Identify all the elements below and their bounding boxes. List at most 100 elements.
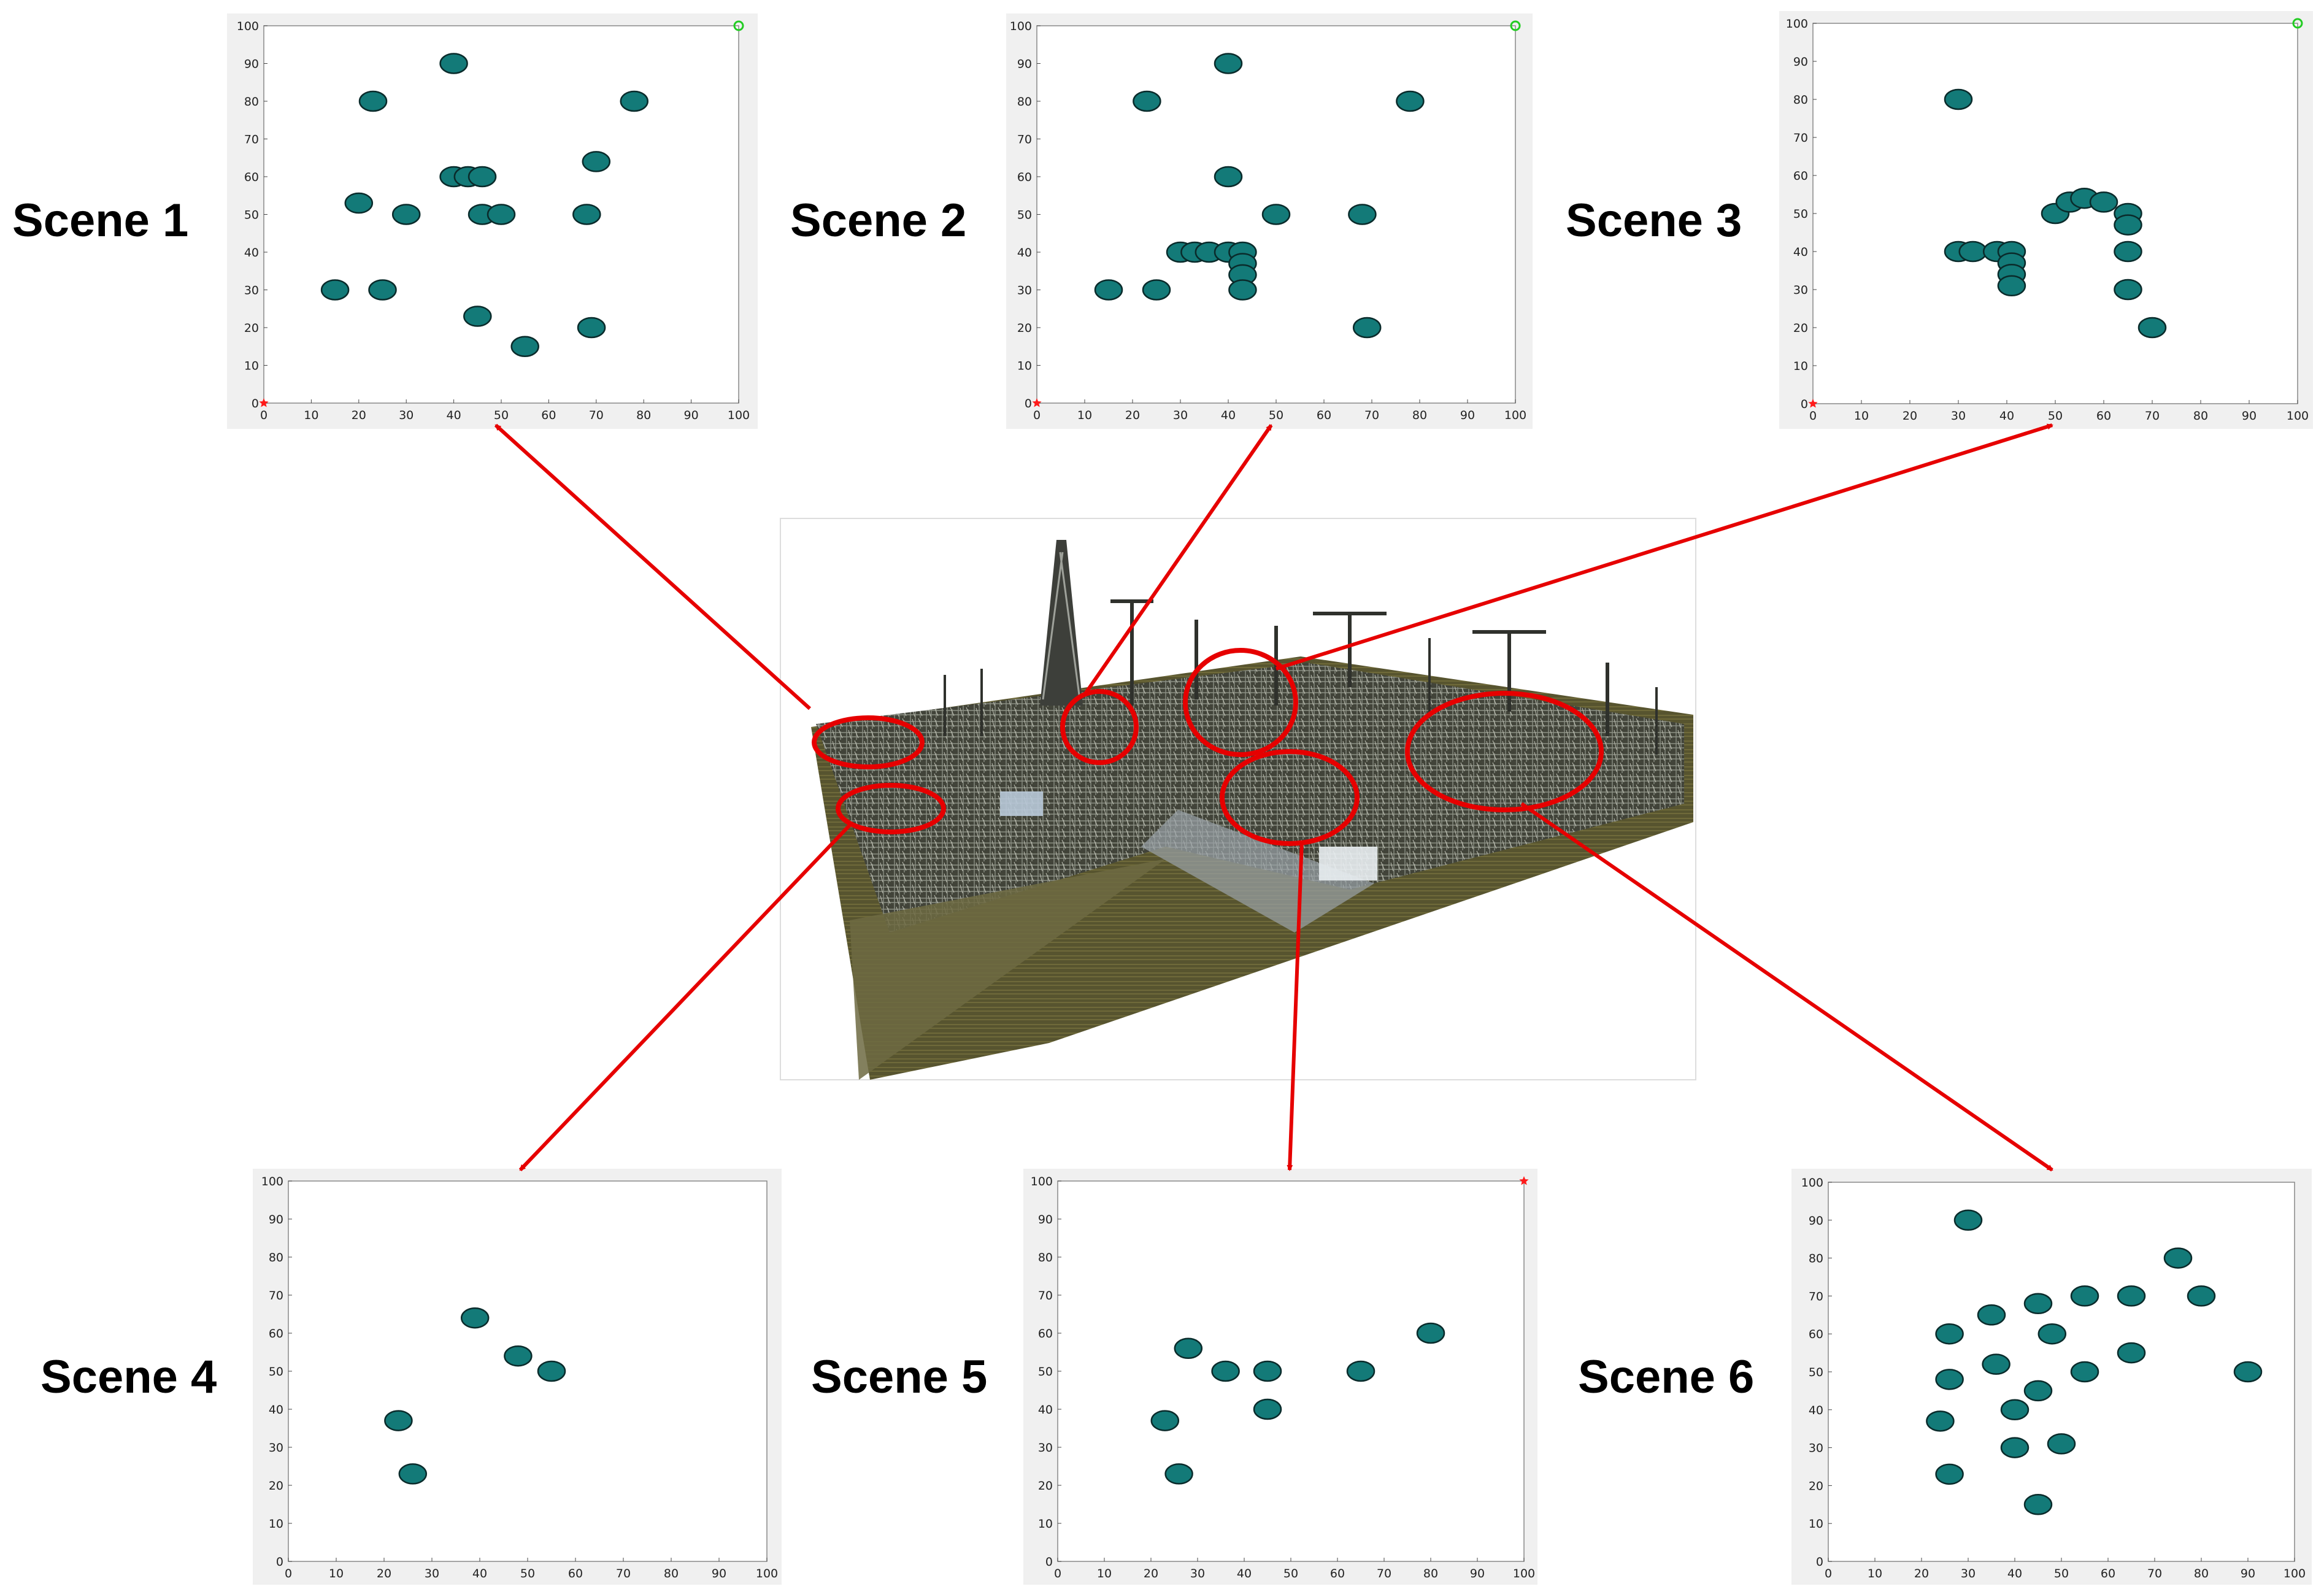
obstacle-point (1416, 1322, 1445, 1344)
x-tick-label: 80 (2194, 1567, 2209, 1580)
y-tick-label: 50 (269, 1365, 283, 1379)
obstacle-point (1228, 279, 1257, 301)
region-ellipse-scene-5 (1220, 749, 1360, 846)
region-ellipse-scene-4 (836, 783, 946, 834)
obstacle-point (2070, 1361, 2099, 1383)
red-star-icon (1032, 398, 1042, 407)
x-tick-label: 100 (2284, 1567, 2306, 1580)
y-tick-label: 20 (1809, 1479, 1823, 1493)
y-tick-label: 20 (1793, 321, 1808, 335)
obstacle-point (1253, 1360, 1282, 1382)
obstacle-point (537, 1360, 566, 1382)
scene-3-label: Scene 3 (1566, 194, 1742, 247)
x-tick-label: 100 (1504, 409, 1526, 422)
x-tick-label: 60 (568, 1567, 583, 1580)
obstacle-point (1396, 90, 1425, 112)
x-tick-label: 70 (589, 409, 604, 422)
region-ellipse-scene-1 (812, 715, 925, 769)
y-tick-label: 30 (1017, 284, 1032, 298)
obstacle-point (1997, 275, 2026, 297)
obstacle-point (2089, 191, 2118, 213)
obstacle-point (2187, 1285, 2216, 1307)
x-tick-label: 10 (1097, 1567, 1112, 1580)
y-tick-label: 30 (1809, 1442, 1823, 1455)
obstacle-point (2117, 1285, 2146, 1307)
scene-2-label: Scene 2 (790, 194, 966, 247)
x-tick-label: 100 (2287, 409, 2309, 423)
x-tick-label: 30 (1951, 409, 1966, 423)
x-tick-label: 50 (2048, 409, 2063, 423)
obstacle-point (2137, 317, 2167, 339)
obstacle-point (384, 1410, 413, 1431)
obstacle-point (510, 336, 539, 357)
x-tick-label: 80 (2193, 409, 2208, 423)
x-tick-label: 70 (616, 1567, 631, 1580)
x-tick-label: 40 (1221, 409, 1236, 422)
x-tick-label: 60 (1317, 409, 1331, 422)
y-tick-label: 40 (1793, 245, 1808, 259)
x-tick-label: 90 (1460, 409, 1475, 422)
obstacle-point (620, 90, 648, 112)
y-tick-label: 90 (1809, 1214, 1823, 1228)
x-tick-label: 40 (1999, 409, 2014, 423)
obstacle-point (2233, 1361, 2263, 1383)
y-tick-label: 60 (244, 171, 259, 184)
obstacle-point (1982, 1353, 2010, 1375)
y-tick-label: 80 (269, 1251, 283, 1264)
x-tick-label: 20 (352, 409, 366, 422)
y-tick-label: 0 (1045, 1555, 1053, 1569)
y-tick-label: 90 (269, 1213, 283, 1226)
y-tick-label: 10 (1038, 1517, 1053, 1531)
y-tick-label: 40 (1017, 246, 1032, 260)
obstacle-point (2000, 1437, 2030, 1458)
x-tick-label: 20 (1914, 1567, 1929, 1580)
y-tick-label: 70 (1809, 1290, 1823, 1303)
y-tick-label: 80 (244, 95, 259, 109)
obstacle-point (2114, 240, 2142, 263)
x-tick-label: 100 (1513, 1567, 1535, 1580)
obstacle-point (358, 90, 388, 112)
y-tick-label: 70 (1017, 133, 1032, 147)
green-circle-icon (1510, 20, 1521, 31)
substation-point-cloud-image (780, 518, 1696, 1080)
x-tick-label: 30 (1190, 1567, 1205, 1580)
obstacle-point (1214, 53, 1243, 74)
y-tick-label: 40 (1038, 1403, 1053, 1417)
x-tick-label: 90 (2242, 409, 2257, 423)
y-tick-label: 70 (1793, 131, 1808, 145)
y-tick-label: 50 (1793, 207, 1808, 221)
y-tick-label: 100 (1801, 1176, 1823, 1190)
x-tick-label: 0 (1033, 409, 1041, 422)
x-tick-label: 80 (636, 409, 651, 422)
scene-1-scatter-panel: 0 10 20 30 40 50 60 70 80 90 100 0 10 20 30 40 50 60 70 80 9… (227, 13, 758, 429)
obstacle-point (2023, 1380, 2053, 1402)
obstacle-point (504, 1345, 533, 1367)
obstacle-point (398, 1463, 428, 1485)
y-tick-label: 70 (269, 1289, 283, 1302)
obstacle-point (1935, 1463, 1964, 1485)
obstacle-point (460, 1307, 490, 1329)
obstacle-point (2114, 214, 2142, 236)
x-tick-label: 30 (1961, 1567, 1976, 1580)
y-tick-label: 30 (269, 1441, 283, 1455)
obstacle-point (1133, 90, 1161, 112)
x-tick-label: 80 (1423, 1567, 1438, 1580)
scene-3-scatter-panel: 0 10 20 30 40 50 60 70 80 90 100 0 10 20 30 40 50 60 70 80 9… (1779, 11, 2313, 429)
y-tick-label: 60 (1793, 169, 1808, 183)
y-tick-label: 0 (252, 397, 259, 410)
obstacle-point (467, 166, 497, 188)
scene-6-scatter-panel: 0 10 20 30 40 50 60 70 80 90 100 0 10 20 30 40 50 60 70 80 9… (1791, 1169, 2312, 1585)
arrow-to-scene-5 (1287, 840, 1304, 1171)
y-tick-label: 0 (276, 1555, 283, 1569)
y-tick-label: 50 (1017, 209, 1032, 222)
obstacle-point (391, 204, 421, 225)
x-tick-label: 90 (684, 409, 699, 422)
x-tick-label: 20 (1903, 409, 1917, 423)
x-tick-label: 70 (1364, 409, 1379, 422)
arrow-to-scene-2 (1083, 424, 1273, 696)
obstacle-point (2023, 1293, 2053, 1315)
x-tick-label: 90 (712, 1567, 726, 1580)
y-tick-label: 80 (1793, 93, 1808, 107)
scene-1-label: Scene 1 (12, 194, 188, 247)
x-tick-label: 60 (541, 409, 556, 422)
